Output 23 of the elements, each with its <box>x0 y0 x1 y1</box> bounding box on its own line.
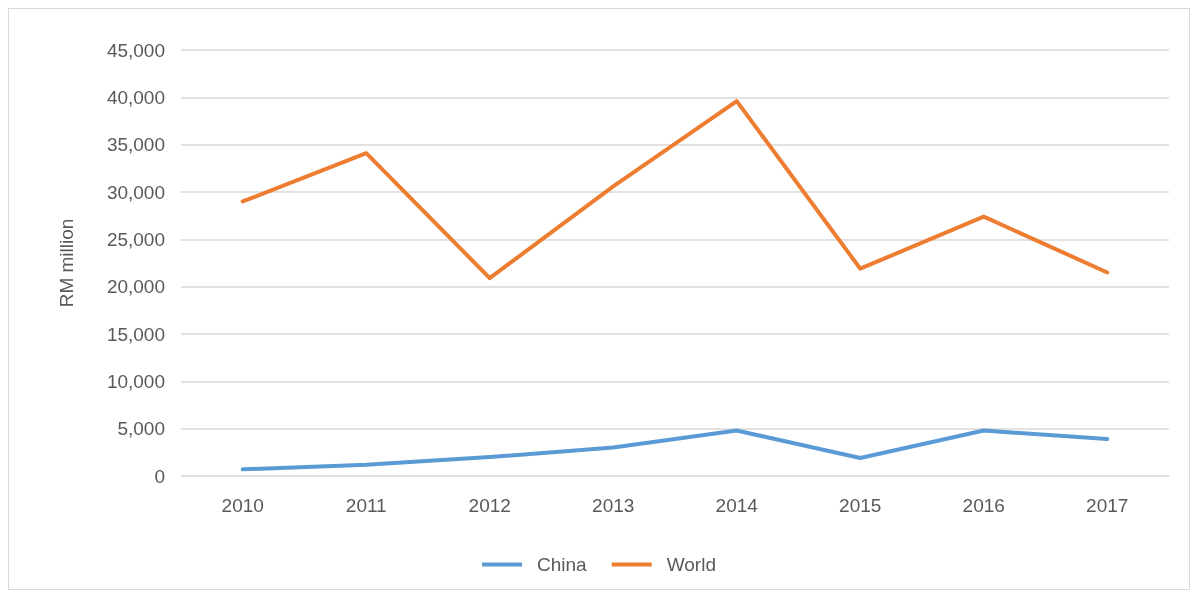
x-tick-label: 2010 <box>221 495 264 516</box>
y-tick-label: 45,000 <box>106 39 165 61</box>
x-tick-label: 2012 <box>468 495 511 516</box>
x-tick-label: 2016 <box>962 495 1005 516</box>
y-tick-label: 5,000 <box>117 418 165 440</box>
y-tick-label: 25,000 <box>106 228 165 250</box>
y-axis-title: RM million <box>56 218 77 308</box>
x-tick-label: 2014 <box>715 495 759 516</box>
y-tick-label: 40,000 <box>106 86 165 108</box>
line-series <box>240 99 1110 281</box>
y-tick-label: 20,000 <box>106 276 165 298</box>
y-tick-label: 30,000 <box>106 181 165 203</box>
line-series <box>240 428 1110 472</box>
legend-label: World <box>666 554 716 575</box>
x-tick-label: 2013 <box>592 495 635 516</box>
x-tick-label: 2017 <box>1086 495 1129 516</box>
y-tick-label: 15,000 <box>106 323 165 345</box>
x-tick-label: 2015 <box>839 495 882 516</box>
y-tick-label: 10,000 <box>106 370 165 392</box>
y-tick-label: 35,000 <box>106 134 165 156</box>
x-tick-label: 2011 <box>345 495 387 516</box>
legend-label: China <box>537 554 588 575</box>
y-tick-label: 0 <box>154 465 165 487</box>
